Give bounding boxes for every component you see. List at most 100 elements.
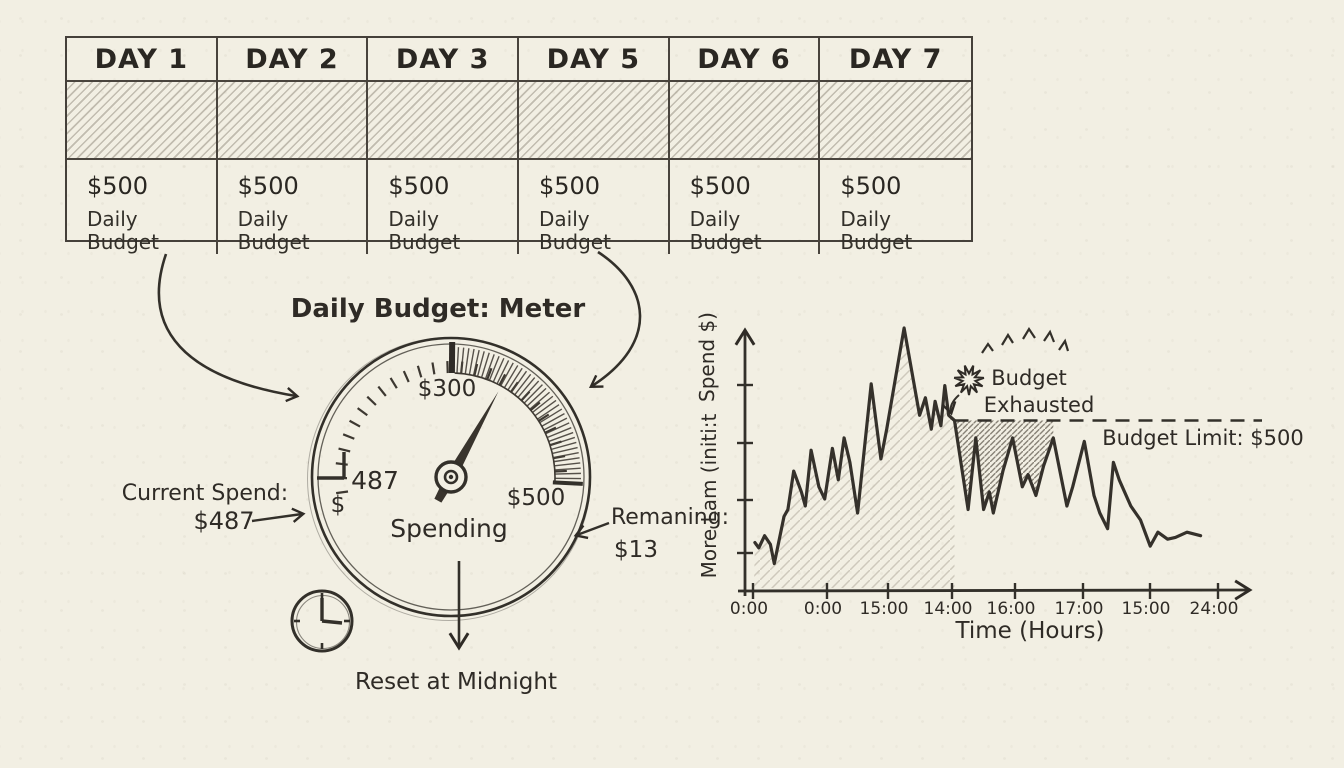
x-axis xyxy=(737,579,1253,601)
current-spend-value: $487 xyxy=(193,507,254,535)
band-hatch-line xyxy=(472,349,480,376)
budget-caption: Daily Budget xyxy=(689,206,762,254)
x-tick-label: 17:00 xyxy=(1055,599,1104,619)
x-tick-label: 0:00 xyxy=(730,599,768,619)
x-tick-label: 0:00 xyxy=(804,599,842,619)
band-hatch-line xyxy=(484,354,495,380)
needle-hub-inner xyxy=(443,469,459,485)
ascent-hatch xyxy=(754,328,955,588)
value-cell: $500 Daily Budget xyxy=(368,160,517,254)
reset-label: Reset at Midnight xyxy=(355,669,557,695)
band-hatch-line xyxy=(537,404,560,420)
remaining-annotation: Remaning: $13 xyxy=(573,505,729,563)
band-hatch-line xyxy=(551,441,577,451)
band-hatch-line xyxy=(514,373,532,396)
band-hatch-line xyxy=(529,391,551,410)
band-hatch-line xyxy=(554,462,581,467)
gauge-tick xyxy=(431,362,436,375)
gauge-hatched-band xyxy=(448,341,583,486)
day-header: DAY 1 xyxy=(67,38,216,82)
y-axis-label-bottom: More Lam (initi:t xyxy=(697,413,721,578)
gauge-tick xyxy=(486,367,493,380)
band-hatch-line xyxy=(517,377,536,398)
gauge-tick xyxy=(389,377,398,389)
gauge-tick xyxy=(342,433,355,440)
day-header: DAY 7 xyxy=(820,38,971,82)
x-tick-label: 15:00 xyxy=(860,599,909,619)
dial-current-label: 487 xyxy=(351,466,399,495)
gauge-tick xyxy=(377,385,387,397)
budget-exhausted-label-line2: Exhausted xyxy=(984,393,1095,417)
band-hatch-line xyxy=(520,380,540,401)
day-column-1: DAY 1 $500 Daily Budget xyxy=(67,38,218,254)
gauge-scale-endcap xyxy=(317,452,346,480)
axis-tick-marks xyxy=(737,383,1220,599)
x-tick-labels: 0:00 0:00 15:00 14:00 16:00 17:00 15:00 24:00 xyxy=(730,599,1239,619)
remaining-arrow xyxy=(573,521,610,540)
budget-caption: Daily Budget xyxy=(388,206,461,254)
value-cell: $500 Daily Budget xyxy=(820,160,971,254)
day-header: DAY 3 xyxy=(368,38,517,82)
value-cell: $500 Daily Budget xyxy=(67,160,216,254)
band-end-cap xyxy=(552,480,583,486)
y-axis-label-top: Spend $) xyxy=(695,312,719,402)
budget-amount: $500 xyxy=(539,172,601,200)
value-cell: $500 Daily Budget xyxy=(218,160,367,254)
gauge-tick xyxy=(402,370,410,383)
remaining-value: $13 xyxy=(614,537,658,563)
band-hatch-line xyxy=(456,347,460,374)
budget-amount: $500 xyxy=(87,172,149,200)
gauge-tick xyxy=(473,363,479,376)
band-hatch-line xyxy=(488,355,500,381)
x-tick-label: 14:00 xyxy=(924,599,973,619)
band-hatch-line xyxy=(543,417,568,431)
budget-amount: $500 xyxy=(689,172,751,200)
current-spend-label: Current Spend: xyxy=(122,481,288,506)
band-hatch-line xyxy=(532,395,554,413)
budget-amount: $500 xyxy=(388,172,450,200)
gauge-tick xyxy=(553,454,566,460)
band-hatch-line xyxy=(549,436,576,447)
value-cell: $500 Daily Budget xyxy=(670,160,819,254)
band-inner-arc xyxy=(454,372,556,483)
gauge-outer-rim xyxy=(310,336,592,618)
burst-star xyxy=(953,365,985,396)
gauge-tick xyxy=(356,407,368,417)
band-hatch-line xyxy=(464,348,470,375)
hatch-cell xyxy=(820,82,971,160)
budget-caption: Daily Budget xyxy=(840,206,913,254)
burst-icon xyxy=(953,365,985,396)
band-hatch-line xyxy=(539,408,563,424)
budget-limit-label: Budget Limit: $500 xyxy=(1102,426,1303,450)
sparkle-rays xyxy=(981,326,1070,354)
gauge-tick xyxy=(538,413,550,422)
band-hatch-line xyxy=(496,360,510,385)
dollar-sign-label: $ xyxy=(331,492,346,518)
spend-line xyxy=(753,326,1203,566)
gauge-tick xyxy=(498,373,507,386)
gauge-tick xyxy=(338,447,351,453)
budget-meter-gauge: Daily Budget: Meter $300 487 $ $500 Spen… xyxy=(291,294,592,621)
budget-amount: $500 xyxy=(237,172,299,200)
hatch-cell xyxy=(368,82,517,160)
band-hatch-line xyxy=(507,367,523,391)
x-tick-label: 24:00 xyxy=(1190,599,1239,619)
band-hatch-line xyxy=(503,365,519,389)
band-hatch-line xyxy=(541,412,565,427)
band-hatch-line xyxy=(523,384,543,404)
band-hatch-line xyxy=(554,472,581,475)
dial-top-label: $300 xyxy=(418,376,477,402)
budget-table: DAY 1 $500 Daily Budget DAY 2 $500 Daily… xyxy=(65,36,973,254)
day-header: DAY 6 xyxy=(669,38,819,82)
needle-hub-dot xyxy=(448,474,454,480)
band-hatch-line xyxy=(460,347,465,374)
band-hatch-line xyxy=(545,422,570,435)
band-hatch-line xyxy=(480,352,490,378)
value-cell: $500 Daily Budget xyxy=(519,160,668,254)
clock-icon xyxy=(290,589,354,653)
gauge-tick xyxy=(366,395,377,406)
band-hatch-line xyxy=(526,387,547,407)
band-hatch-line xyxy=(476,351,485,377)
hatch-cell xyxy=(519,82,668,160)
